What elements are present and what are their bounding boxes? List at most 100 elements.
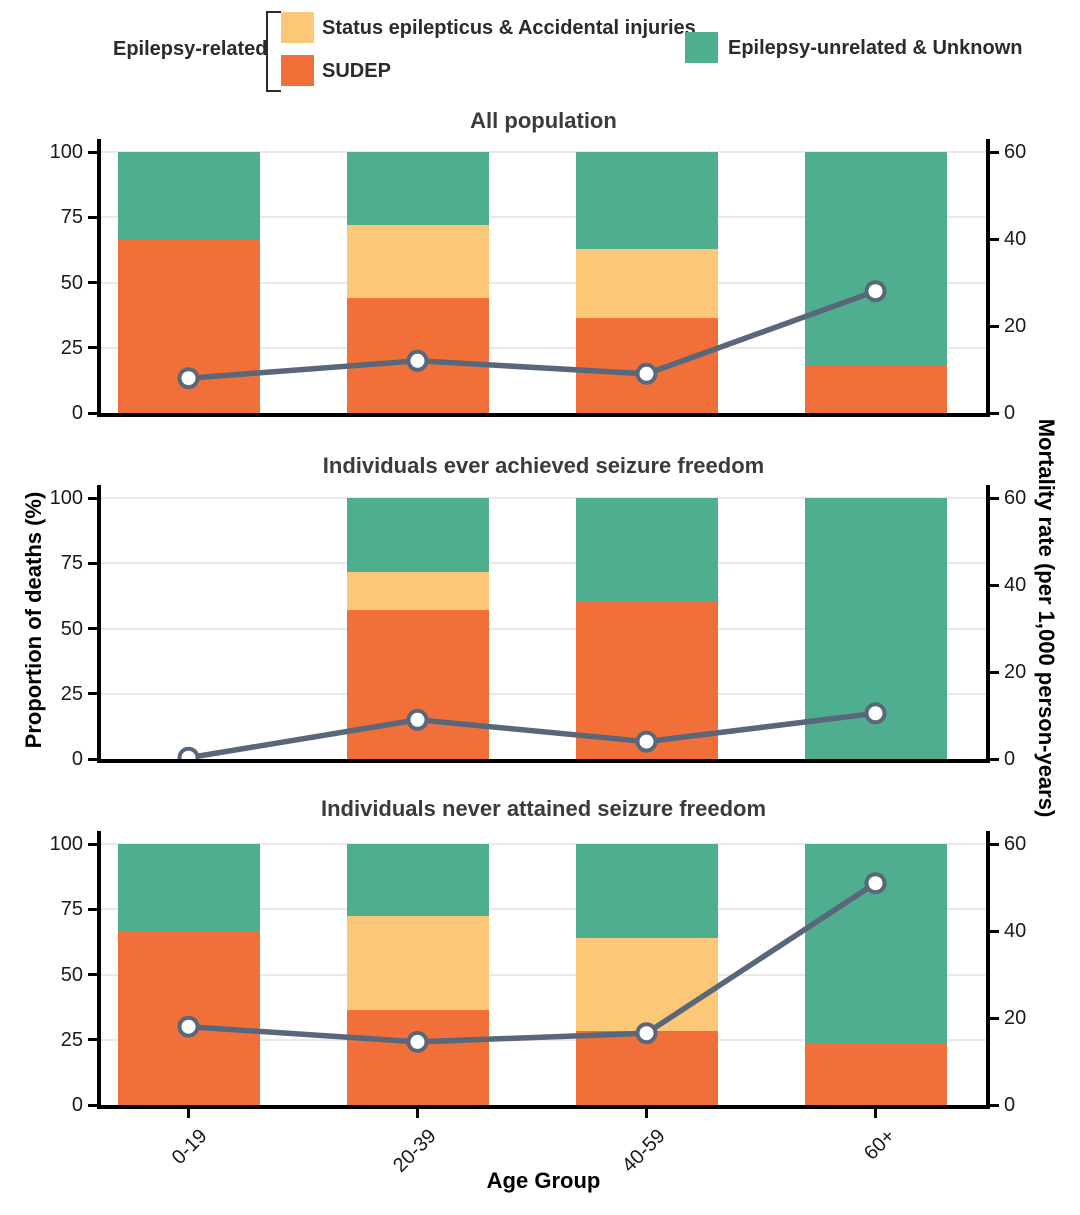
y-left-tick-mark — [88, 973, 97, 976]
y-left-tick-mark — [88, 496, 97, 500]
y-axis-left-title: Proportion of deaths (%) — [21, 491, 46, 749]
y-left-tick-mark — [88, 561, 97, 565]
bar-segment-unrelated — [575, 844, 718, 938]
y-right-tick-mark — [990, 496, 999, 500]
y-right-tick-label: 60 — [1004, 833, 1027, 855]
bar-segment-unrelated — [575, 498, 718, 603]
y-right-tick-label: 20 — [1004, 1007, 1027, 1029]
y-left-tick-label: 50 — [60, 963, 83, 986]
mortality-rate-point — [635, 730, 658, 753]
bar-segment-unrelated — [117, 152, 260, 240]
plot-area — [97, 139, 990, 417]
y-right-tick-mark — [990, 411, 999, 415]
legend-label-unrelated: Epilepsy-unrelated & Unknown — [728, 37, 1023, 59]
y-right-tick-mark — [990, 237, 999, 241]
bar-segment-unrelated — [346, 152, 489, 226]
plot-area — [97, 485, 990, 763]
x-tick-mark — [645, 1109, 648, 1118]
x-tick-mark — [874, 1109, 877, 1118]
bar-segment-unrelated — [804, 152, 947, 367]
y-left-tick-label: 0 — [71, 1094, 83, 1116]
y-left-tick-mark — [88, 757, 97, 761]
y-left-tick-label: 100 — [49, 833, 83, 855]
mortality-rate-point — [177, 746, 200, 759]
y-right-tick-label: 0 — [1004, 402, 1016, 424]
y-right-tick-mark — [990, 324, 999, 328]
x-tick-mark — [416, 1109, 419, 1118]
y-right-tick-label: 0 — [1004, 1094, 1016, 1116]
x-tick-label: 0-19 — [168, 1125, 213, 1169]
plot-area — [97, 831, 990, 1109]
mortality-rate-point — [635, 1022, 658, 1045]
y-left-tick-label: 100 — [49, 487, 83, 509]
mortality-rate-point — [406, 708, 429, 731]
bar-segment-unrelated — [117, 844, 260, 932]
mortality-rate-point — [864, 280, 887, 303]
grid-line — [101, 216, 986, 219]
y-right-tick-mark — [990, 757, 999, 761]
mortality-rate-line-layer — [177, 702, 887, 759]
legend-label-sudep: SUDEP — [322, 60, 391, 82]
bar-segment-sudep — [346, 610, 489, 759]
mortality-rate-point — [177, 367, 200, 390]
mortality-rate-point — [864, 872, 887, 895]
mortality-rate-line-layer — [177, 280, 887, 390]
y-left-tick-mark — [88, 842, 97, 846]
y-right-tick-label: 0 — [1004, 748, 1016, 770]
y-left-tick-label: 25 — [60, 1028, 83, 1051]
mortality-rate-point — [635, 362, 658, 385]
bar-segment-status — [575, 937, 718, 1031]
panel-title: Individuals never attained seizure freed… — [320, 796, 767, 821]
y-left-tick-label: 75 — [60, 552, 83, 575]
grid-line — [101, 562, 986, 565]
panel-title: Individuals ever achieved seizure freedo… — [322, 453, 765, 478]
y-right-tick-mark — [990, 583, 999, 587]
x-tick-label: 60+ — [859, 1125, 900, 1165]
grid-line — [101, 281, 986, 284]
grid-line — [101, 151, 986, 153]
y-left-tick-label: 25 — [60, 336, 83, 359]
grid-line — [101, 692, 986, 695]
bar-segment-status — [346, 225, 489, 299]
y-left-tick-label: 25 — [60, 682, 83, 705]
y-right-tick-label: 40 — [1004, 920, 1027, 942]
mortality-rate-line — [188, 880, 878, 1045]
legend-bracket-icon — [266, 11, 281, 92]
y-right-tick-label: 40 — [1004, 574, 1027, 596]
mortality-rate-point — [406, 349, 429, 372]
y-right-tick-label: 20 — [1004, 315, 1027, 337]
mortality-rate-point — [406, 1030, 429, 1053]
grid-line — [101, 346, 986, 349]
grid-line — [101, 627, 986, 630]
y-right-tick-label: 20 — [1004, 661, 1027, 683]
y-left-tick-mark — [88, 627, 97, 630]
y-left-tick-label: 100 — [49, 141, 83, 163]
y-left-tick-mark — [88, 1103, 97, 1107]
y-left-tick-label: 50 — [60, 271, 83, 294]
y-right-tick-mark — [990, 150, 999, 154]
y-left-tick-label: 0 — [71, 748, 83, 770]
mortality-rate-point — [864, 702, 887, 725]
grid-line — [101, 843, 986, 845]
y-left-tick-label: 50 — [60, 617, 83, 640]
y-right-tick-label: 60 — [1004, 487, 1027, 509]
y-right-tick-mark — [990, 670, 999, 674]
y-right-tick-mark — [990, 929, 999, 933]
mortality-rate-point — [177, 1015, 200, 1038]
y-left-tick-mark — [88, 907, 97, 911]
legend-label-status: Status epilepticus & Accidental injuries — [322, 17, 696, 39]
y-left-tick-mark — [88, 215, 97, 219]
y-left-tick-label: 75 — [60, 206, 83, 229]
bar-segment-status — [575, 248, 718, 318]
y-left-tick-mark — [88, 281, 97, 284]
legend-swatch-sudep-icon — [281, 55, 314, 86]
bar-segment-sudep — [346, 1009, 489, 1105]
y-right-tick-mark — [990, 1103, 999, 1107]
mortality-rate-line — [188, 288, 877, 381]
panel-title: All population — [470, 108, 617, 133]
legend-swatch-status-icon — [281, 12, 314, 43]
legend-group-label: Epilepsy-related — [113, 38, 268, 60]
y-right-tick-label: 60 — [1004, 141, 1027, 163]
bar-segment-status — [346, 572, 489, 611]
